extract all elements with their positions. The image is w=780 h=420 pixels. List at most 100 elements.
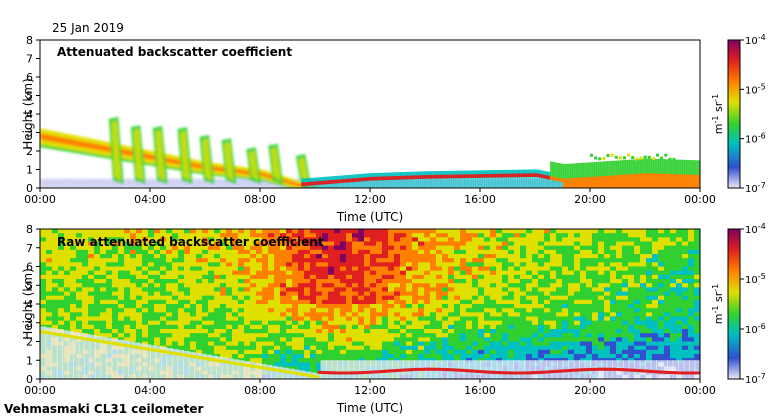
noise-cell bbox=[436, 320, 443, 326]
noise-cell bbox=[568, 229, 575, 234]
noise-cell bbox=[538, 345, 545, 351]
noise-cell bbox=[436, 324, 443, 330]
noise-cell bbox=[112, 324, 119, 330]
noise-cell bbox=[340, 333, 347, 338]
cloud-base-cell bbox=[527, 173, 532, 178]
noise-cell bbox=[130, 274, 137, 280]
noise-cell bbox=[178, 345, 185, 351]
noise-cell bbox=[430, 304, 437, 309]
noise-cell bbox=[250, 349, 257, 355]
noise-cell bbox=[628, 279, 635, 284]
noise-cell bbox=[178, 254, 185, 259]
subcloud-cell bbox=[424, 178, 428, 188]
noise-cell bbox=[556, 274, 563, 280]
noise-cell bbox=[226, 241, 233, 247]
noise-cell bbox=[292, 308, 299, 313]
haze-cell bbox=[129, 178, 138, 188]
noise-cell bbox=[508, 241, 515, 247]
noise-cell bbox=[616, 229, 623, 234]
aerosol-cell bbox=[287, 180, 292, 184]
noise-cell bbox=[574, 295, 581, 301]
noise-cell bbox=[40, 320, 47, 326]
high-layer-cell bbox=[639, 156, 643, 160]
noise-cell bbox=[82, 291, 89, 297]
noise-cell bbox=[136, 279, 143, 284]
noise-cell bbox=[478, 295, 485, 301]
noise-cell bbox=[184, 245, 191, 251]
aerosol-cell bbox=[59, 143, 63, 148]
noise-cell bbox=[406, 354, 413, 359]
noise-cell bbox=[340, 249, 347, 255]
subcloud-cell bbox=[567, 182, 571, 188]
noise-cell bbox=[574, 345, 581, 351]
aerosol-cell bbox=[312, 191, 316, 193]
noise-cell bbox=[58, 262, 65, 267]
noise-cell bbox=[664, 279, 671, 284]
noise-cell bbox=[466, 283, 473, 288]
noise-cell bbox=[214, 237, 221, 242]
noise-cell bbox=[148, 316, 155, 322]
subcloud-cell bbox=[655, 177, 659, 188]
noise-cell bbox=[208, 308, 215, 313]
noise-cell bbox=[472, 233, 479, 238]
cloud-base-cell bbox=[653, 173, 657, 178]
noise-cell bbox=[670, 233, 677, 238]
subcloud-cell bbox=[464, 178, 468, 188]
noise-cell bbox=[628, 308, 635, 313]
noise-cell bbox=[352, 320, 359, 326]
noise-cell bbox=[256, 233, 263, 238]
noise-cell bbox=[430, 266, 437, 272]
noise-cell bbox=[256, 341, 263, 347]
noise-cell bbox=[250, 291, 257, 297]
cloud-cell bbox=[624, 159, 628, 179]
noise-cell bbox=[484, 312, 491, 317]
subcloud-cell bbox=[541, 178, 545, 188]
cloud-cell bbox=[486, 170, 490, 178]
noise-cell bbox=[160, 262, 167, 267]
noise-cell bbox=[46, 270, 53, 276]
noise-cell bbox=[484, 320, 491, 326]
aerosol-cell bbox=[48, 141, 52, 146]
noise-cell bbox=[310, 312, 317, 317]
cloud-base-cell bbox=[558, 177, 562, 182]
noise-cell bbox=[154, 237, 161, 242]
noise-cell bbox=[220, 333, 227, 338]
cloud-cell bbox=[459, 170, 463, 179]
noise-cell bbox=[406, 241, 413, 247]
noise-cell bbox=[142, 299, 149, 305]
noise-cell bbox=[466, 241, 473, 247]
noise-cell bbox=[256, 270, 263, 276]
noise-cell bbox=[328, 312, 335, 317]
noise-cell bbox=[76, 262, 83, 267]
cloud-cell bbox=[670, 159, 675, 178]
high-layer-cell bbox=[668, 157, 672, 161]
cloud-base-cell bbox=[624, 174, 628, 179]
cloud-cell bbox=[435, 171, 439, 179]
noise-cell bbox=[370, 241, 377, 247]
noise-cell bbox=[610, 245, 617, 251]
noise-cell bbox=[406, 270, 413, 276]
noise-cell bbox=[544, 304, 551, 309]
noise-cell bbox=[352, 333, 359, 338]
subcloud-cell bbox=[523, 177, 527, 188]
noise-cell bbox=[274, 341, 281, 347]
noise-cell bbox=[208, 287, 215, 292]
noise-cell bbox=[208, 324, 215, 330]
noise-cell bbox=[178, 266, 185, 272]
noise-cell bbox=[502, 320, 509, 326]
cloud-base-cell bbox=[417, 175, 422, 179]
noise-cell bbox=[82, 324, 89, 330]
subcloud-cell bbox=[519, 177, 523, 188]
noise-cell bbox=[256, 337, 263, 342]
cloud-base-cell bbox=[373, 176, 378, 181]
noise-cell bbox=[244, 337, 251, 342]
noise-cell bbox=[76, 241, 83, 247]
noise-cell bbox=[40, 254, 47, 259]
noise-cell bbox=[430, 341, 437, 347]
noise-cell bbox=[586, 312, 593, 317]
noise-cell bbox=[208, 291, 215, 297]
noise-cell bbox=[460, 337, 467, 342]
noise-cell bbox=[244, 245, 251, 251]
aerosol-cell bbox=[196, 168, 201, 172]
noise-cell bbox=[502, 254, 509, 259]
